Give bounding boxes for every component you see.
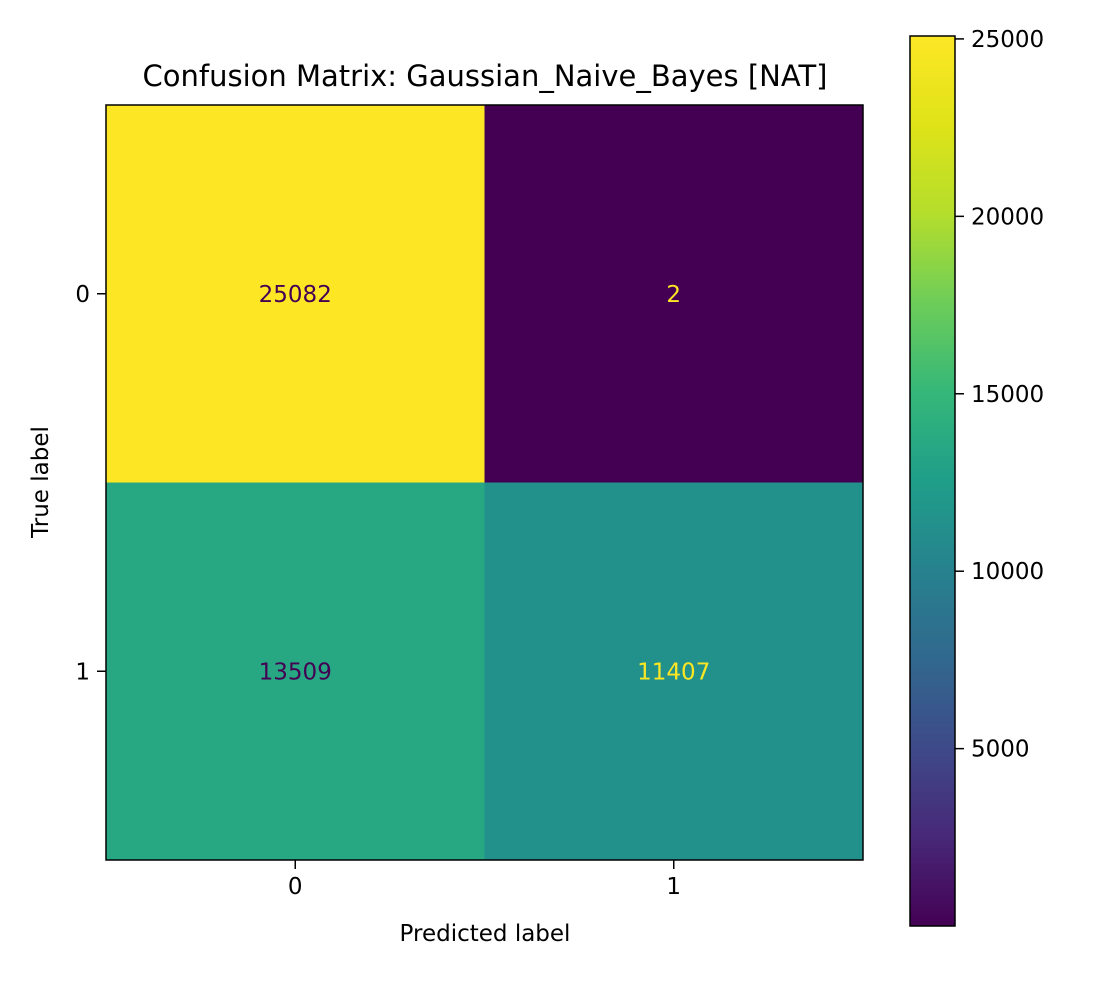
heatmap-cell (106, 105, 485, 483)
cell-value-label: 2 (666, 282, 681, 308)
plot-frame (105, 104, 864, 861)
colorbar-tick-label: 5000 (971, 737, 1030, 763)
colorbar-tick-label: 20000 (971, 204, 1044, 230)
y-axis-label: True label (28, 426, 54, 539)
colorbar-tick-label: 25000 (971, 27, 1044, 53)
y-tick-label: 1 (75, 659, 90, 685)
y-tick-label: 0 (75, 282, 90, 308)
cell-value-label: 25082 (259, 282, 332, 308)
x-tick-label: 1 (666, 874, 681, 900)
x-axis-label: Predicted label (400, 921, 571, 947)
cell-value-label: 11407 (637, 659, 710, 685)
colorbar-gradient (910, 36, 955, 926)
colorbar-frame (909, 35, 956, 927)
heatmap-cells: 25082 2 13509 11407 (106, 105, 864, 861)
colorbar-tick-label: 10000 (971, 559, 1044, 585)
cell-value-label: 13509 (259, 659, 332, 685)
y-axis-ticks: 01 (75, 282, 106, 685)
colorbar-tick-label: 15000 (971, 382, 1044, 408)
heatmap-cell (106, 482, 485, 861)
heatmap-cell (484, 105, 864, 483)
chart-title: Confusion Matrix: Gaussian_Naive_Bayes [… (143, 59, 828, 93)
x-tick-label: 0 (288, 874, 303, 900)
heatmap-cell (484, 482, 864, 861)
colorbar-ticks: 5000 10000 15000 20000 25000 (955, 27, 1044, 763)
